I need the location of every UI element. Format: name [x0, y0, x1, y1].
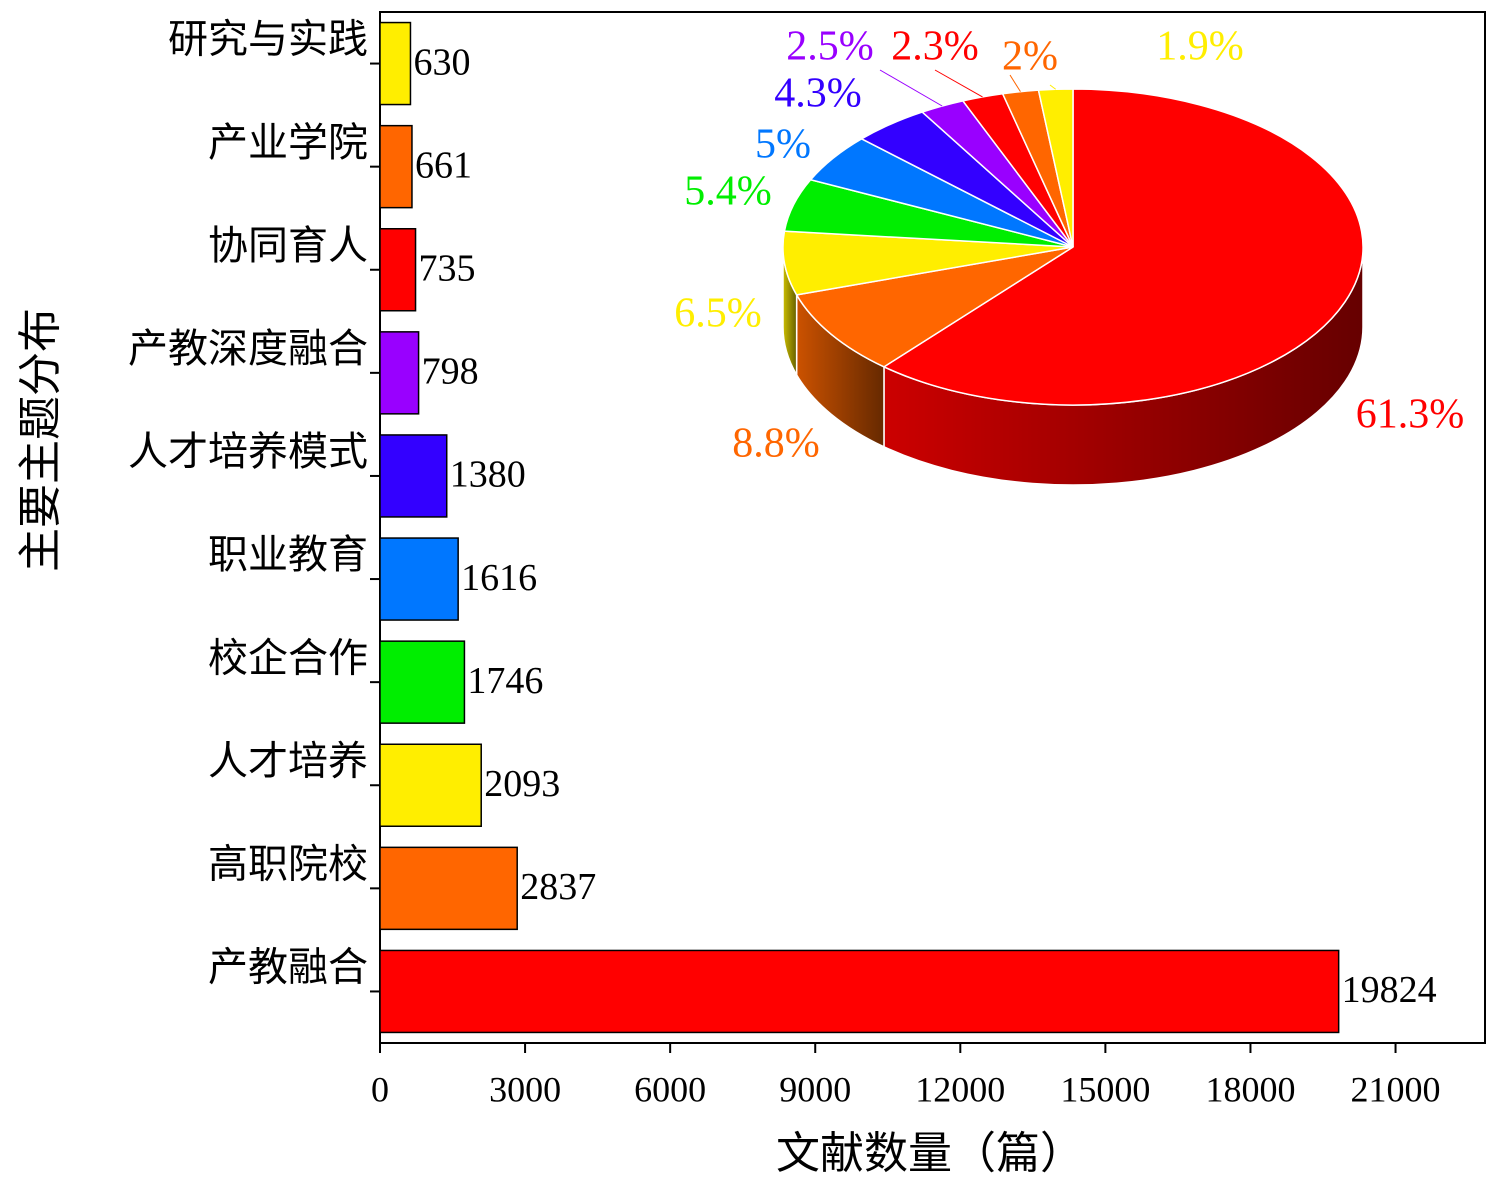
bar [379, 228, 417, 312]
pie-slice [782, 230, 1074, 296]
y-tick-label: 产业学院 [208, 120, 368, 165]
y-tick-label: 人才培养 [208, 738, 368, 783]
x-tick-label: 0 [371, 1069, 389, 1109]
plot-frame [379, 11, 1486, 1044]
value-label: 19824 [1342, 969, 1437, 1011]
value-label: 1746 [467, 660, 543, 702]
pie-label: 5.4% [684, 169, 772, 215]
value-label: 735 [419, 247, 476, 289]
value-label: 798 [422, 351, 479, 393]
pie-label: 1.9% [1156, 24, 1244, 70]
value-label: 630 [413, 41, 470, 83]
y-tick-label: 高职院校 [208, 842, 368, 887]
bar [379, 331, 420, 415]
y-axis-label: 主要主题分布 [16, 308, 65, 572]
bar [379, 640, 466, 724]
pie-label: 6.5% [674, 291, 762, 337]
leader-line [879, 69, 943, 107]
x-tick-label: 12000 [915, 1069, 1005, 1109]
x-tick-label: 15000 [1060, 1069, 1150, 1109]
leader-line [1049, 84, 1057, 90]
bar [379, 434, 448, 518]
value-label: 2093 [484, 763, 560, 805]
bar [379, 537, 459, 621]
y-tick-label: 产教融合 [208, 945, 368, 990]
x-tick-label: 9000 [779, 1069, 851, 1109]
leader-line [1009, 74, 1021, 92]
y-tick-label: 校企合作 [208, 635, 368, 680]
pie-label: 4.3% [774, 71, 862, 117]
value-label: 661 [415, 144, 472, 186]
y-tick-label: 研究与实践 [168, 17, 368, 62]
x-tick-label: 6000 [634, 1069, 706, 1109]
x-axis-label: 文献数量（篇） [776, 1129, 1084, 1178]
bar [379, 846, 518, 931]
pie-label: 8.8% [732, 421, 820, 467]
pie-label: 61.3% [1356, 392, 1465, 438]
pie-tops [782, 88, 1364, 406]
pie-label: 5% [755, 122, 811, 168]
y-tick-label: 人才培养模式 [128, 429, 368, 474]
bar [379, 949, 1340, 1034]
leader-line [934, 69, 983, 98]
x-tick-label: 3000 [489, 1069, 561, 1109]
bar [379, 124, 413, 209]
y-tick-label: 产教深度融合 [128, 326, 368, 371]
y-tick-label: 职业教育 [208, 532, 368, 577]
x-tick-label: 18000 [1205, 1069, 1295, 1109]
pie-slice [882, 88, 1364, 406]
value-label: 2837 [520, 866, 596, 908]
pie-label: 2% [1002, 34, 1058, 80]
value-label: 1616 [461, 557, 537, 599]
pie-slice [795, 246, 1074, 368]
pie-label: 2.3% [891, 24, 979, 70]
y-tick-label: 协同育人 [208, 223, 368, 268]
bar [379, 21, 412, 106]
pie-label: 2.5% [786, 24, 874, 70]
bar [379, 743, 482, 827]
x-tick-label: 21000 [1351, 1069, 1441, 1109]
value-label: 1380 [450, 454, 526, 496]
